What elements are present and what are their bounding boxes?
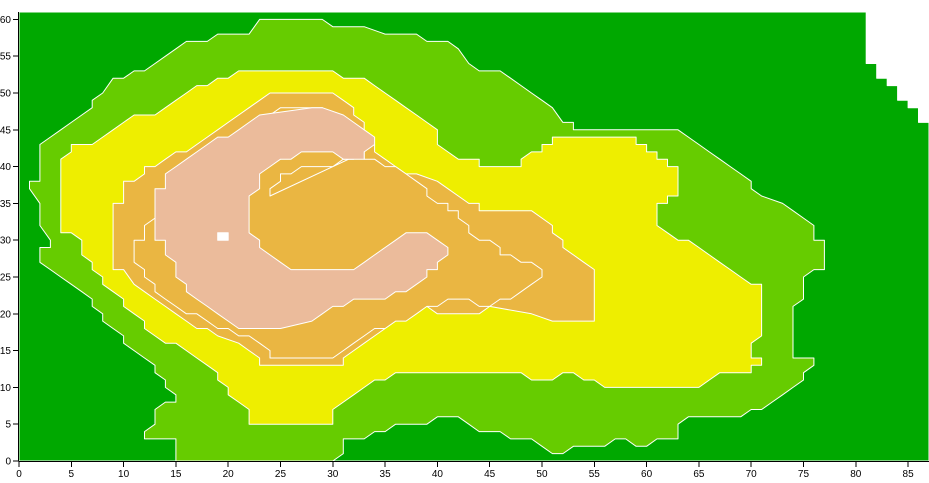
y-tick-label: 35: [0, 199, 11, 210]
y-tick-label: 0: [5, 457, 11, 468]
x-tick-label: 85: [903, 469, 915, 480]
contour-band-level-4-5: [154, 107, 449, 329]
x-tick-label: 55: [589, 469, 601, 480]
y-tick-label: 5: [5, 420, 11, 431]
x-tick-label: 10: [118, 469, 130, 480]
x-tick-label: 20: [223, 469, 235, 480]
x-tick-label: 75: [798, 469, 810, 480]
x-tick-label: 80: [850, 469, 862, 480]
x-tick-label: 50: [536, 469, 548, 480]
x-axis: 0 5 10 15 20 25 30 35 40 45 50 55 60 65 70 75 80 85: [16, 461, 929, 480]
x-tick-label: 65: [693, 469, 705, 480]
x-tick-label: 35: [380, 469, 392, 480]
x-tick-label: 45: [484, 469, 496, 480]
y-tick-label: 30: [0, 236, 11, 247]
y-axis: 0 5 10 15 20 25 30 35 40 45 50 55 60: [0, 12, 19, 468]
x-tick-label: 70: [746, 469, 758, 480]
contour-band-level-5-6: [217, 232, 229, 241]
y-tick-label: 55: [0, 52, 11, 63]
contour-bands: [18, 11, 929, 462]
x-tick-label: 0: [16, 469, 22, 480]
y-tick-label: 15: [0, 346, 11, 357]
y-tick-label: 25: [0, 272, 11, 283]
x-tick-label: 5: [69, 469, 75, 480]
y-tick-label: 50: [0, 88, 11, 99]
y-tick-label: 60: [0, 15, 11, 26]
y-tick-label: 20: [0, 309, 11, 320]
y-tick-label: 10: [0, 383, 11, 394]
y-tick-label: 45: [0, 125, 11, 136]
x-tick-label: 15: [170, 469, 182, 480]
y-tick-label: 40: [0, 162, 11, 173]
x-tick-label: 40: [432, 469, 444, 480]
x-tick-label: 25: [275, 469, 287, 480]
x-tick-label: 30: [327, 469, 339, 480]
x-tick-label: 60: [641, 469, 653, 480]
